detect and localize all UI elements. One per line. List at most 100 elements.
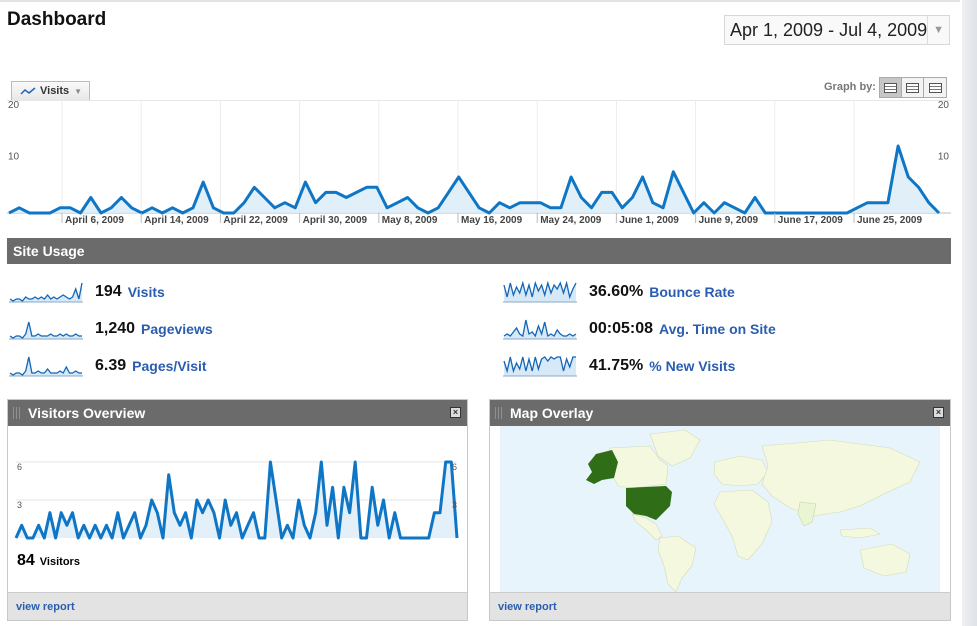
usage-pages-visit: 6.39 Pages/Visit	[9, 353, 207, 379]
x-tick-label: June 9, 2009	[699, 215, 759, 226]
chevron-down-icon[interactable]: ▼	[927, 16, 949, 44]
visitors-y-tick-left: 6	[17, 462, 22, 472]
visits-chart: 10 10 20 20 April 6, 2009 April 14, 2009 April…	[7, 99, 951, 230]
pageviews-sparkline	[9, 321, 83, 340]
close-icon[interactable]: ×	[450, 407, 461, 418]
visits-series-line	[8, 144, 941, 215]
pages-visit-sparkline	[9, 356, 83, 377]
drag-handle-icon[interactable]	[495, 407, 503, 419]
x-tick-label: June 25, 2009	[857, 215, 922, 226]
chart-area-fill	[9, 146, 939, 213]
map-africa	[713, 489, 773, 561]
usage-pageviews: 1,240 Pageviews	[9, 316, 213, 342]
usage-avg-time: 00:05:08 Avg. Time on Site	[503, 316, 776, 342]
map-alaska[interactable]	[586, 450, 618, 484]
map-usa[interactable]	[626, 486, 672, 520]
visitors-count-label: Visitors	[39, 556, 80, 568]
visitors-overview-footer: view report	[8, 592, 467, 620]
usage-bounce-rate: 36.60% Bounce Rate	[503, 279, 735, 305]
graph-by-day-button[interactable]	[880, 78, 902, 97]
pages-visit-value: 6.39	[95, 357, 127, 374]
pageviews-link[interactable]: Pageviews	[141, 321, 213, 337]
x-tick-label: April 14, 2009	[144, 215, 209, 226]
map-overlay-title: Map Overlay	[510, 405, 594, 421]
x-tick-label: April 22, 2009	[223, 215, 288, 226]
bounce-rate-sparkline	[503, 281, 577, 303]
sparkline-line	[9, 321, 82, 339]
visitors-y-tick-left: 3	[17, 500, 22, 510]
visits-sparkline	[9, 282, 83, 303]
site-usage-header: Site Usage	[7, 238, 951, 264]
map-south-america	[657, 535, 697, 592]
visits-link[interactable]: Visits	[127, 284, 165, 300]
visitors-count: 84 Visitors	[17, 552, 80, 570]
date-range-picker[interactable]: Apr 1, 2009 - Jul 4, 2009 ▼	[724, 15, 950, 45]
bounce-rate-value: 36.60%	[589, 283, 644, 300]
y-tick-label-right: 20	[938, 100, 950, 111]
map-overlay-panel: Map Overlay × view report	[489, 399, 951, 621]
sparkline-line	[503, 281, 577, 300]
x-tick-label: June 1, 2009	[619, 215, 679, 226]
map-greenland	[649, 429, 701, 467]
metric-selector-tab[interactable]: Visits ▼	[11, 81, 90, 100]
map-overlay-header[interactable]: Map Overlay ×	[490, 400, 950, 426]
pageviews-value: 1,240	[95, 320, 136, 337]
visits-value: 194	[95, 283, 122, 300]
map-indonesia	[839, 527, 881, 539]
visitors-count-value: 84	[17, 552, 35, 569]
sparkline-line	[9, 282, 83, 302]
world-map[interactable]	[500, 426, 940, 592]
map-europe	[713, 455, 769, 487]
avg-time-link[interactable]: Avg. Time on Site	[659, 321, 776, 337]
usage-new-visits: 41.75% % New Visits	[503, 353, 735, 379]
map-mexico	[631, 513, 663, 541]
new-visits-value: 41.75%	[589, 357, 644, 374]
metric-selector-label: Visits	[40, 85, 70, 97]
graph-by-month-button[interactable]	[924, 78, 946, 97]
month-view-icon	[928, 82, 942, 93]
y-tick-label-right: 10	[938, 152, 950, 163]
x-tick-label: May 8, 2009	[382, 215, 438, 226]
visitors-view-report-link[interactable]: view report	[16, 600, 75, 613]
x-tick-label: May 24, 2009	[540, 215, 602, 226]
date-range-label: Apr 1, 2009 - Jul 4, 2009	[730, 19, 928, 40]
week-view-icon	[906, 82, 919, 93]
new-visits-sparkline	[503, 356, 577, 377]
y-tick-label-left: 10	[8, 152, 20, 163]
map-view-report-link[interactable]: view report	[498, 600, 557, 613]
x-tick-label: June 17, 2009	[778, 215, 843, 226]
close-icon[interactable]: ×	[933, 407, 944, 418]
x-tick-label: May 16, 2009	[461, 215, 523, 226]
day-view-icon	[884, 82, 897, 93]
bounce-rate-link[interactable]: Bounce Rate	[649, 284, 735, 300]
visitors-series-line	[14, 460, 459, 540]
visitors-chart-svg: 3 3 6 6	[14, 460, 459, 540]
map-asia	[761, 439, 921, 517]
sparkline-line	[9, 356, 82, 376]
graph-by-buttons	[879, 77, 947, 98]
drag-handle-icon[interactable]	[13, 407, 21, 419]
visitors-y-tick-right: 6	[452, 462, 457, 472]
page-title: Dashboard	[7, 9, 107, 30]
sparkline-area	[10, 283, 82, 302]
map-india	[797, 501, 817, 527]
visitors-overview-title: Visitors Overview	[28, 405, 146, 421]
pages-visit-link[interactable]: Pages/Visit	[132, 358, 207, 374]
sparkline-line	[503, 356, 576, 374]
top-divider	[0, 0, 960, 2]
new-visits-link[interactable]: % New Visits	[649, 358, 736, 374]
line-chart-icon	[20, 86, 36, 95]
graph-by-week-button[interactable]	[902, 78, 924, 97]
window-scrollbar[interactable]	[962, 0, 977, 626]
y-tick-label-left: 20	[8, 100, 20, 111]
avg-time-value: 00:05:08	[589, 320, 654, 337]
visitors-overview-panel: Visitors Overview × 3 3 6 6 84 Visitors vie…	[7, 399, 468, 621]
x-tick-label: April 6, 2009	[65, 215, 124, 226]
usage-visits: 194 Visits	[9, 279, 165, 305]
map-australia	[859, 543, 911, 577]
sparkline-line	[503, 319, 577, 338]
visitors-overview-header[interactable]: Visitors Overview ×	[8, 400, 467, 426]
sparkline-area	[504, 320, 576, 339]
map-overlay-footer: view report	[490, 592, 950, 620]
visitors-area-fill	[16, 462, 457, 538]
